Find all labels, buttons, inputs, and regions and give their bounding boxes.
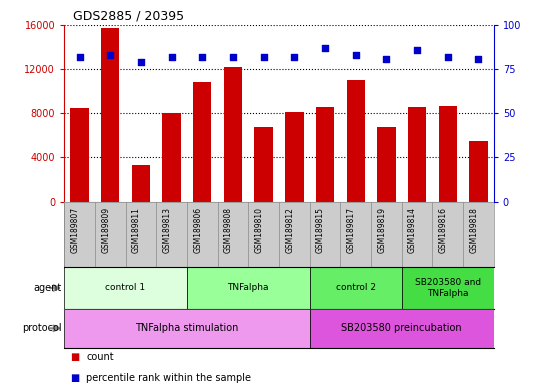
Text: GSM189806: GSM189806 — [193, 207, 202, 253]
Bar — [285, 112, 304, 202]
Bar — [64, 309, 310, 348]
Point — [320, 45, 329, 51]
Bar — [162, 113, 181, 202]
Bar — [377, 127, 396, 202]
Text: GSM189817: GSM189817 — [347, 207, 356, 253]
Bar — [316, 107, 334, 202]
Text: SB203580 preincubation: SB203580 preincubation — [341, 323, 462, 333]
Bar — [439, 106, 457, 202]
Text: ■: ■ — [70, 373, 79, 383]
Text: GSM189809: GSM189809 — [101, 207, 110, 253]
Text: ■: ■ — [70, 352, 79, 362]
Text: GSM189811: GSM189811 — [132, 207, 141, 253]
Point — [351, 52, 360, 58]
Text: TNFalpha: TNFalpha — [228, 283, 269, 293]
Bar — [402, 267, 494, 309]
Point — [105, 52, 115, 58]
Bar — [224, 67, 242, 202]
Text: GDS2885 / 20395: GDS2885 / 20395 — [73, 9, 184, 22]
Bar — [310, 267, 402, 309]
Text: GSM189808: GSM189808 — [224, 207, 233, 253]
Text: control 1: control 1 — [105, 283, 146, 293]
Text: SB203580 and
TNFalpha: SB203580 and TNFalpha — [415, 278, 481, 298]
Text: GSM189807: GSM189807 — [70, 207, 79, 253]
Text: GSM189818: GSM189818 — [469, 207, 478, 253]
Text: GSM189812: GSM189812 — [285, 207, 295, 253]
Point — [136, 59, 145, 65]
Point — [75, 54, 84, 60]
Text: GSM189819: GSM189819 — [377, 207, 386, 253]
Text: protocol: protocol — [22, 323, 61, 333]
Bar — [469, 141, 488, 202]
Point — [443, 54, 452, 60]
Bar — [310, 309, 494, 348]
Point — [259, 54, 268, 60]
Bar — [101, 28, 119, 202]
Point — [412, 46, 421, 53]
Text: GSM189814: GSM189814 — [408, 207, 417, 253]
Bar — [70, 108, 89, 202]
Bar — [64, 267, 187, 309]
Point — [290, 54, 299, 60]
Point — [474, 55, 483, 61]
Text: control 2: control 2 — [336, 283, 376, 293]
Point — [382, 55, 391, 61]
Bar — [347, 80, 365, 202]
Text: count: count — [86, 352, 114, 362]
Point — [198, 54, 206, 60]
Point — [228, 54, 237, 60]
Bar — [193, 83, 211, 202]
Text: percentile rank within the sample: percentile rank within the sample — [86, 373, 252, 383]
Text: GSM189813: GSM189813 — [162, 207, 171, 253]
Text: GSM189810: GSM189810 — [254, 207, 263, 253]
Text: GSM189816: GSM189816 — [439, 207, 448, 253]
Text: TNFalpha stimulation: TNFalpha stimulation — [135, 323, 239, 333]
Bar — [132, 165, 150, 202]
Point — [167, 54, 176, 60]
Bar — [408, 107, 426, 202]
Bar — [187, 267, 310, 309]
Text: agent: agent — [33, 283, 61, 293]
Text: GSM189815: GSM189815 — [316, 207, 325, 253]
Bar — [254, 127, 273, 202]
